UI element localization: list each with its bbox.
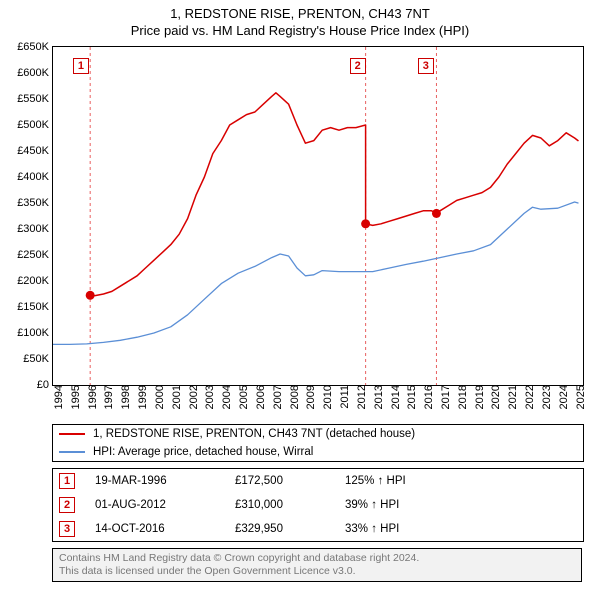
y-axis-tick-label: £500K	[17, 119, 53, 131]
y-axis-tick-label: £150K	[17, 301, 53, 313]
x-axis-tick-label: 1997	[99, 385, 115, 409]
x-axis-tick-label: 2012	[352, 385, 368, 409]
x-axis-tick-label: 2019	[470, 385, 486, 409]
x-axis-tick-label: 2007	[268, 385, 284, 409]
table-row: 1 19-MAR-1996 £172,500 125% ↑ HPI	[53, 469, 583, 493]
legend-swatch	[59, 433, 85, 435]
y-axis-tick-label: £200K	[17, 275, 53, 287]
legend-item: HPI: Average price, detached house, Wirr…	[53, 443, 583, 461]
x-axis-tick-label: 1996	[83, 385, 99, 409]
chart-sale-marker: 2	[350, 58, 366, 74]
x-axis-tick-label: 2013	[369, 385, 385, 409]
x-axis-tick-label: 2001	[167, 385, 183, 409]
x-axis-tick-label: 2025	[571, 385, 587, 409]
legend-item: 1, REDSTONE RISE, PRENTON, CH43 7NT (det…	[53, 425, 583, 443]
x-axis-tick-label: 2021	[503, 385, 519, 409]
sale-price: £329,950	[235, 523, 345, 535]
x-axis-tick-label: 2008	[285, 385, 301, 409]
y-axis-tick-label: £550K	[17, 93, 53, 105]
x-axis-tick-label: 1994	[49, 385, 65, 409]
x-axis-tick-label: 1998	[116, 385, 132, 409]
x-axis-tick-label: 2004	[217, 385, 233, 409]
sale-date: 19-MAR-1996	[95, 475, 235, 487]
x-axis-tick-label: 2014	[386, 385, 402, 409]
x-axis-tick-label: 2003	[200, 385, 216, 409]
chart-sale-marker: 1	[73, 58, 89, 74]
title-subtitle: Price paid vs. HM Land Registry's House …	[0, 23, 600, 40]
sale-hpi-pct: 125% ↑ HPI	[345, 475, 577, 487]
legend-label: HPI: Average price, detached house, Wirr…	[93, 446, 313, 458]
chart-legend: 1, REDSTONE RISE, PRENTON, CH43 7NT (det…	[52, 424, 584, 462]
sales-table: 1 19-MAR-1996 £172,500 125% ↑ HPI 2 01-A…	[52, 468, 584, 542]
sale-price: £172,500	[235, 475, 345, 487]
x-axis-tick-label: 2020	[486, 385, 502, 409]
chart-sale-marker: 3	[418, 58, 434, 74]
x-axis-tick-label: 2023	[537, 385, 553, 409]
x-axis-tick-label: 2010	[318, 385, 334, 409]
x-axis-tick-label: 1999	[133, 385, 149, 409]
x-axis-tick-label: 2015	[402, 385, 418, 409]
sale-date: 01-AUG-2012	[95, 499, 235, 511]
y-axis-tick-label: £400K	[17, 171, 53, 183]
table-row: 3 14-OCT-2016 £329,950 33% ↑ HPI	[53, 517, 583, 541]
x-axis-tick-label: 2009	[301, 385, 317, 409]
sale-marker-icon: 1	[59, 473, 75, 489]
y-axis-tick-label: £600K	[17, 67, 53, 79]
price-chart: £0£50K£100K£150K£200K£250K£300K£350K£400…	[52, 46, 584, 386]
footer-line: Contains HM Land Registry data © Crown c…	[59, 552, 575, 565]
x-axis-tick-label: 2017	[436, 385, 452, 409]
sale-hpi-pct: 39% ↑ HPI	[345, 499, 577, 511]
sale-marker-icon: 2	[59, 497, 75, 513]
chart-title-block: 1, REDSTONE RISE, PRENTON, CH43 7NT Pric…	[0, 0, 600, 40]
y-axis-tick-label: £100K	[17, 327, 53, 339]
sale-date: 14-OCT-2016	[95, 523, 235, 535]
sale-hpi-pct: 33% ↑ HPI	[345, 523, 577, 535]
x-axis-tick-label: 2006	[251, 385, 267, 409]
title-address: 1, REDSTONE RISE, PRENTON, CH43 7NT	[0, 6, 600, 23]
table-row: 2 01-AUG-2012 £310,000 39% ↑ HPI	[53, 493, 583, 517]
attribution-footer: Contains HM Land Registry data © Crown c…	[52, 548, 582, 582]
y-axis-tick-label: £650K	[17, 41, 53, 53]
y-axis-tick-label: £50K	[23, 353, 53, 365]
sale-price: £310,000	[235, 499, 345, 511]
legend-swatch	[59, 451, 85, 453]
y-axis-tick-label: £350K	[17, 197, 53, 209]
chart-svg	[53, 47, 583, 385]
x-axis-tick-label: 2018	[453, 385, 469, 409]
footer-line: This data is licensed under the Open Gov…	[59, 565, 575, 578]
x-axis-tick-label: 2022	[520, 385, 536, 409]
y-axis-tick-label: £250K	[17, 249, 53, 261]
house-price-chart-page: { "title": { "line1": "1, REDSTONE RISE,…	[0, 0, 600, 590]
x-axis-tick-label: 2016	[419, 385, 435, 409]
sale-marker-icon: 3	[59, 521, 75, 537]
x-axis-tick-label: 2024	[554, 385, 570, 409]
y-axis-tick-label: £300K	[17, 223, 53, 235]
y-axis-tick-label: £450K	[17, 145, 53, 157]
x-axis-tick-label: 2002	[184, 385, 200, 409]
legend-label: 1, REDSTONE RISE, PRENTON, CH43 7NT (det…	[93, 428, 415, 440]
x-axis-tick-label: 1995	[66, 385, 82, 409]
x-axis-tick-label: 2005	[234, 385, 250, 409]
x-axis-tick-label: 2000	[150, 385, 166, 409]
x-axis-tick-label: 2011	[335, 385, 351, 409]
